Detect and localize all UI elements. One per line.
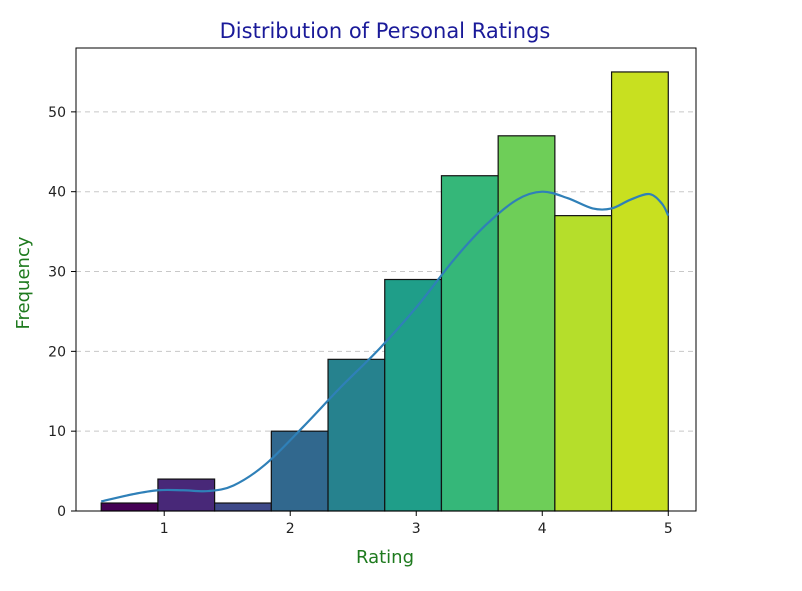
x-axis-ticks: 1 2 3 4 5 <box>160 511 673 537</box>
x-axis-label: Rating <box>356 547 414 568</box>
y-tick-label-20: 20 <box>48 344 66 360</box>
histogram-bar-9 <box>554 215 613 512</box>
histogram-bar-2 <box>157 478 216 512</box>
x-tick-label-4: 4 <box>538 521 547 537</box>
histogram-bar-8 <box>497 135 556 512</box>
x-tick-label-3: 3 <box>412 521 421 537</box>
y-tick-label-40: 40 <box>48 185 66 201</box>
kde-line <box>100 190 670 503</box>
bars <box>100 71 669 512</box>
histogram-bar-10 <box>610 71 669 512</box>
x-tick-label-1: 1 <box>160 521 169 537</box>
histogram-bar-4 <box>270 430 329 512</box>
y-tick-label-0: 0 <box>57 504 66 520</box>
y-axis-label: Frequency <box>13 236 34 329</box>
y-tick-label-50: 50 <box>48 105 66 121</box>
kde-curve <box>100 190 670 503</box>
plot-frame <box>75 47 697 512</box>
y-tick-label-30: 30 <box>48 265 66 281</box>
histogram-bar-5 <box>327 358 386 512</box>
y-tick-label-10: 10 <box>48 424 66 440</box>
x-tick-label-2: 2 <box>286 521 295 537</box>
y-axis-ticks: 0 10 20 30 40 50 <box>48 105 76 520</box>
histogram-bar-6 <box>384 278 443 512</box>
chart-title: Distribution of Personal Ratings <box>220 19 551 43</box>
histogram-bar-1 <box>100 502 159 512</box>
x-tick-label-5: 5 <box>664 521 673 537</box>
histogram-bar-3 <box>214 502 272 512</box>
histogram-bar-7 <box>440 175 499 512</box>
